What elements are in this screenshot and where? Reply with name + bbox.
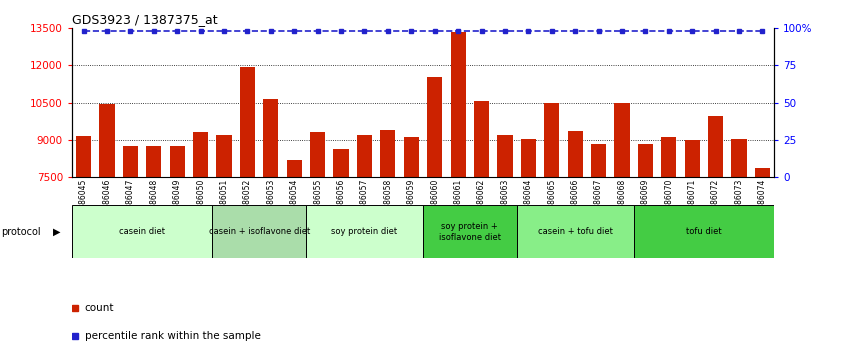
Bar bbox=[684, 140, 700, 177]
Bar bbox=[146, 146, 162, 177]
Bar bbox=[427, 77, 442, 177]
Text: GDS3923 / 1387375_at: GDS3923 / 1387375_at bbox=[72, 13, 217, 26]
Text: soy protein diet: soy protein diet bbox=[332, 227, 398, 236]
Bar bbox=[306, 205, 423, 258]
Bar bbox=[404, 137, 419, 177]
Bar bbox=[591, 144, 606, 177]
Bar bbox=[381, 130, 395, 177]
Text: casein + isoflavone diet: casein + isoflavone diet bbox=[208, 227, 310, 236]
Bar bbox=[544, 103, 559, 177]
Text: tofu diet: tofu diet bbox=[686, 227, 722, 236]
Bar bbox=[100, 104, 114, 177]
Bar bbox=[451, 32, 465, 177]
Bar bbox=[333, 149, 349, 177]
Bar bbox=[423, 205, 517, 258]
Text: casein diet: casein diet bbox=[119, 227, 165, 236]
Bar bbox=[212, 205, 306, 258]
Bar bbox=[708, 116, 723, 177]
Bar bbox=[474, 102, 489, 177]
Bar bbox=[240, 67, 255, 177]
Bar bbox=[638, 144, 653, 177]
Bar bbox=[521, 139, 536, 177]
Bar bbox=[263, 99, 278, 177]
Text: casein + tofu diet: casein + tofu diet bbox=[538, 227, 613, 236]
Bar bbox=[357, 135, 372, 177]
Bar bbox=[614, 103, 629, 177]
Bar bbox=[217, 135, 232, 177]
Bar bbox=[755, 169, 770, 177]
Text: protocol: protocol bbox=[1, 227, 41, 237]
Bar bbox=[568, 131, 583, 177]
Bar bbox=[287, 160, 302, 177]
Bar bbox=[193, 132, 208, 177]
Bar bbox=[662, 137, 676, 177]
Text: count: count bbox=[85, 303, 114, 313]
Bar bbox=[72, 205, 212, 258]
Bar bbox=[310, 132, 325, 177]
Bar bbox=[123, 146, 138, 177]
Bar bbox=[170, 146, 184, 177]
Text: percentile rank within the sample: percentile rank within the sample bbox=[85, 331, 261, 341]
Bar bbox=[732, 139, 746, 177]
Bar bbox=[76, 136, 91, 177]
Bar bbox=[634, 205, 774, 258]
Text: ▶: ▶ bbox=[53, 227, 61, 237]
Bar bbox=[517, 205, 634, 258]
Text: soy protein +
isoflavone diet: soy protein + isoflavone diet bbox=[439, 222, 501, 241]
Bar bbox=[497, 135, 513, 177]
